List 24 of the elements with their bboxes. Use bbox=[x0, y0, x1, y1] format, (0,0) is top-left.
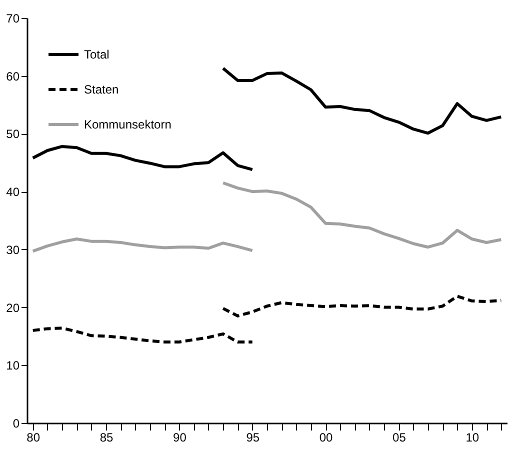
y-tick-label: 10 bbox=[6, 358, 20, 373]
line-series bbox=[222, 66, 503, 135]
x-tick-label: 10 bbox=[466, 430, 480, 444]
legend-label: Staten bbox=[84, 82, 119, 96]
x-tick-label: 05 bbox=[392, 430, 406, 444]
line-series bbox=[31, 144, 254, 172]
y-tick-label: 30 bbox=[6, 242, 20, 257]
x-tick-label: 90 bbox=[173, 430, 187, 444]
y-tick-label: 40 bbox=[6, 185, 20, 200]
y-tick-label: 70 bbox=[6, 12, 20, 26]
line-series bbox=[222, 294, 503, 318]
x-tick-label: 95 bbox=[246, 430, 260, 444]
legend-label: Total bbox=[84, 48, 110, 62]
line-series bbox=[31, 326, 254, 344]
x-tick-label: 85 bbox=[100, 430, 114, 444]
x-tick-label: 00 bbox=[319, 430, 334, 444]
x-tick-label: 80 bbox=[26, 430, 40, 444]
y-tick-label: 50 bbox=[6, 127, 20, 142]
y-tick-label: 20 bbox=[6, 300, 20, 315]
y-tick-label: 0 bbox=[12, 416, 20, 430]
y-tick-label: 60 bbox=[6, 69, 20, 84]
legend-label: Kommunsektorn bbox=[84, 118, 172, 132]
line-series bbox=[222, 181, 503, 249]
line-series bbox=[31, 238, 254, 253]
